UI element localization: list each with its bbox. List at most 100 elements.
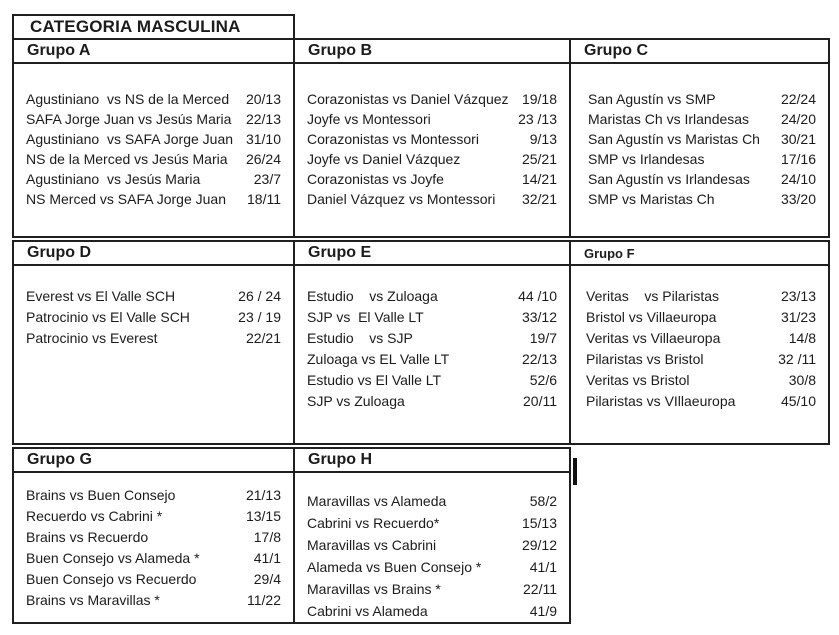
match-score: 23 / 19 [238,309,281,325]
match-score: 18/11 [247,191,281,207]
match-score: 29/4 [253,571,281,587]
match-score: 15/13 [521,515,557,531]
match-score: 45/10 [780,393,816,409]
match-teams: Agustiniano vs Jesús Maria [26,171,201,187]
match-teams: Cabrini vs Recuerdo* [307,515,440,531]
match-row: Zuloaga vs EL Valle LT 22/13 [307,349,557,370]
match-teams: San Agustín vs SMP [588,91,716,107]
match-score: 13/15 [245,508,281,524]
match-row: Agustiniano vs Jesús Maria 23/7 [26,169,281,189]
match-row: Cabrini vs Alameda 41/9 [307,600,557,622]
group-g-header: Grupo G [12,447,295,473]
group-h-body: Maravillas vs Alameda 58/2 Cabrini vs Recu… [293,471,571,624]
match-teams: Recuerdo vs Cabrini * [26,508,163,524]
match-score: 33/20 [780,191,816,207]
page-title: CATEGORIA MASCULINA [12,14,295,40]
match-row: Brains vs Maravillas * 11/22 [26,590,281,611]
match-row: Estudio vs SJP 19/7 [307,328,557,349]
match-row: Veritas vs Pilaristas 23/13 [586,286,816,307]
match-teams: SJP vs Zuloaga [307,393,405,409]
match-score: 23/13 [780,288,816,304]
match-teams: San Agustín vs Maristas Ch [588,131,760,147]
match-score: 41/1 [253,550,281,566]
match-teams: Bristol vs Villaeuropa [586,309,717,325]
match-teams: Brains vs Maravillas * [26,592,160,608]
match-teams: SJP vs El Valle LT [307,309,424,325]
match-row: Buen Consejo vs Alameda * 41/1 [26,548,281,569]
match-row: NS Merced vs SAFA Jorge Juan 18/11 [26,189,281,209]
match-teams: Estudio vs El Valle LT [307,372,442,388]
match-teams: San Agustín vs Irlandesas [588,171,750,187]
match-teams: NS Merced vs SAFA Jorge Juan [26,191,226,207]
match-row: Maristas Ch vs Irlandesas 24/20 [588,109,816,129]
match-score: 29/12 [521,537,557,553]
match-score: 22/24 [780,91,816,107]
match-teams: Veritas vs Pilaristas [586,288,720,304]
match-teams: Joyfe vs Daniel Vázquez [307,151,461,167]
match-score: 58/2 [529,493,557,509]
match-score: 25/21 [521,151,557,167]
match-score: 19/7 [529,330,557,346]
match-score: 23/7 [253,171,281,187]
match-row: Pilaristas vs Bristol 32 /11 [586,349,816,370]
match-score: 26/24 [245,151,281,167]
group-f-body: Veritas vs Pilaristas 23/13 Bristol vs Vil… [569,264,830,445]
match-score: 32/21 [521,191,557,207]
match-score: 33/12 [521,309,557,325]
match-teams: Brains vs Buen Consejo [26,487,176,503]
match-row: Maravillas vs Brains * 22/11 [307,578,557,600]
match-row: NS de la Merced vs Jesús Maria 26/24 [26,149,281,169]
match-teams: Joyfe vs Montessori [307,111,431,127]
match-score: 22/21 [245,330,281,346]
match-score: 52/6 [529,372,557,388]
match-row: Corazonistas vs Montessori 9/13 [307,129,557,149]
group-c-header: Grupo C [569,38,830,64]
group-c-body: San Agustín vs SMP 22/24 Maristas Ch vs Ir… [569,62,830,238]
match-teams: Agustiniano vs NS de la Merced [26,91,230,107]
match-teams: Maravillas vs Brains * [307,581,441,597]
match-teams: Estudio vs Zuloaga [307,288,438,304]
match-row: Cabrini vs Recuerdo* 15/13 [307,512,557,534]
match-score: 24/20 [780,111,816,127]
match-score: 26 / 24 [238,288,281,304]
match-row: Patrocinio vs El Valle SCH 23 / 19 [26,307,281,328]
match-teams: Buen Consejo vs Recuerdo [26,571,197,587]
match-row: Patrocinio vs Everest 22/21 [26,328,281,349]
match-row: Brains vs Buen Consejo 21/13 [26,485,281,506]
match-score: 30/21 [780,131,816,147]
match-score: 20/11 [523,393,557,409]
match-score: 41/9 [529,603,557,619]
match-row: Daniel Vázquez vs Montessori 32/21 [307,189,557,209]
match-row: Maravillas vs Alameda 58/2 [307,490,557,512]
group-f-header: Grupo F [569,240,830,266]
match-teams: SAFA Jorge Juan vs Jesús Maria [26,111,232,127]
match-teams: Corazonistas vs Joyfe [307,171,444,187]
match-score: 31/10 [245,131,281,147]
group-d-body: Everest vs El Valle SCH 26 / 24 Patrocinio… [12,264,295,445]
group-b-body: Corazonistas vs Daniel Vázquez 19/18 Joyfe… [293,62,571,238]
match-score: 22/13 [245,111,281,127]
match-teams: SMP vs Maristas Ch [588,191,715,207]
match-row: Joyfe vs Daniel Vázquez 25/21 [307,149,557,169]
match-row: Agustiniano vs NS de la Merced 20/13 [26,89,281,109]
match-score: 14/21 [521,171,557,187]
match-teams: Cabrini vs Alameda [307,603,428,619]
group-h-header: Grupo H [293,447,571,473]
match-teams: SMP vs Irlandesas [588,151,705,167]
match-teams: Veritas vs Bristol [586,372,690,388]
match-row: Maravillas vs Cabrini 29/12 [307,534,557,556]
match-score: 21/13 [245,487,281,503]
match-row: Pilaristas vs VIllaeuropa 45/10 [586,391,816,412]
match-row: Corazonistas vs Joyfe 14/21 [307,169,557,189]
match-row: SJP vs Zuloaga 20/11 [307,391,557,412]
match-score: 31/23 [780,309,816,325]
match-row: SMP vs Maristas Ch 33/20 [588,189,816,209]
match-row: Buen Consejo vs Recuerdo 29/4 [26,569,281,590]
match-teams: Daniel Vázquez vs Montessori [307,191,496,207]
match-teams: Pilaristas vs Bristol [586,351,704,367]
match-row: Estudio vs El Valle LT 52/6 [307,370,557,391]
match-row: Everest vs El Valle SCH 26 / 24 [26,286,281,307]
match-score: 14/8 [788,330,816,346]
group-a-header: Grupo A [12,38,295,64]
